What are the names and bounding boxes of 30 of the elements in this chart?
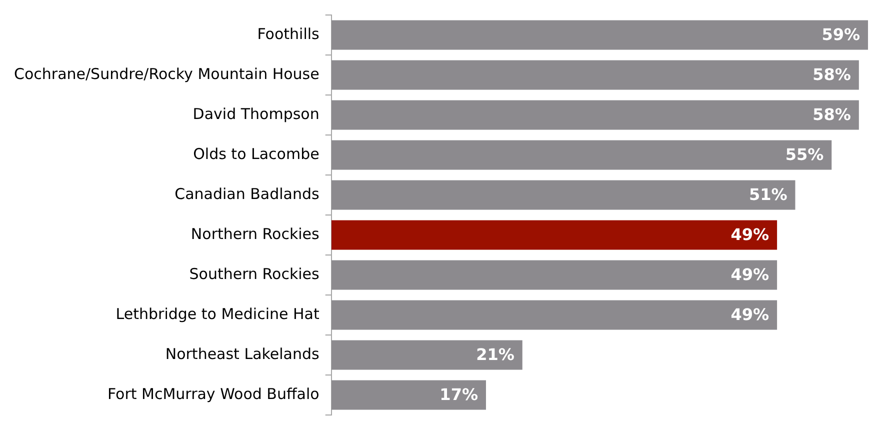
y-tick-label: Foothills [257,24,320,43]
y-tick-label: Canadian Badlands [174,184,320,203]
y-tick-label: Southern Rockies [189,264,320,283]
data-label: 17% [440,385,478,404]
bar [331,340,522,370]
y-tick-label: Northern Rockies [190,224,320,243]
y-tick-label: Fort McMurray Wood Buffalo [107,384,320,403]
data-label: 49% [730,265,770,284]
y-tick-label: Lethbridge to Medicine Hat [116,304,320,323]
data-label: 21% [476,345,514,364]
y-tick-label: Northeast Lakelands [165,344,320,363]
y-tick-label: David Thompson [192,104,320,123]
bar [331,100,859,130]
bar [331,60,859,90]
bar [331,300,778,330]
data-label: 59% [822,25,860,44]
data-label: 55% [785,145,824,164]
bar [331,220,778,250]
data-label: 58% [812,65,851,84]
data-label: 49% [730,225,770,244]
data-label: 49% [730,305,770,324]
bar [331,140,832,170]
data-label: 51% [748,185,788,204]
data-label: 58% [812,105,851,124]
bar [331,20,868,50]
bar [331,180,796,210]
y-tick-label: Olds to Lacombe [193,144,320,163]
bar [331,260,778,290]
bar [331,380,486,410]
y-tick-label: Cochrane/Sundre/Rocky Mountain House [14,64,320,83]
